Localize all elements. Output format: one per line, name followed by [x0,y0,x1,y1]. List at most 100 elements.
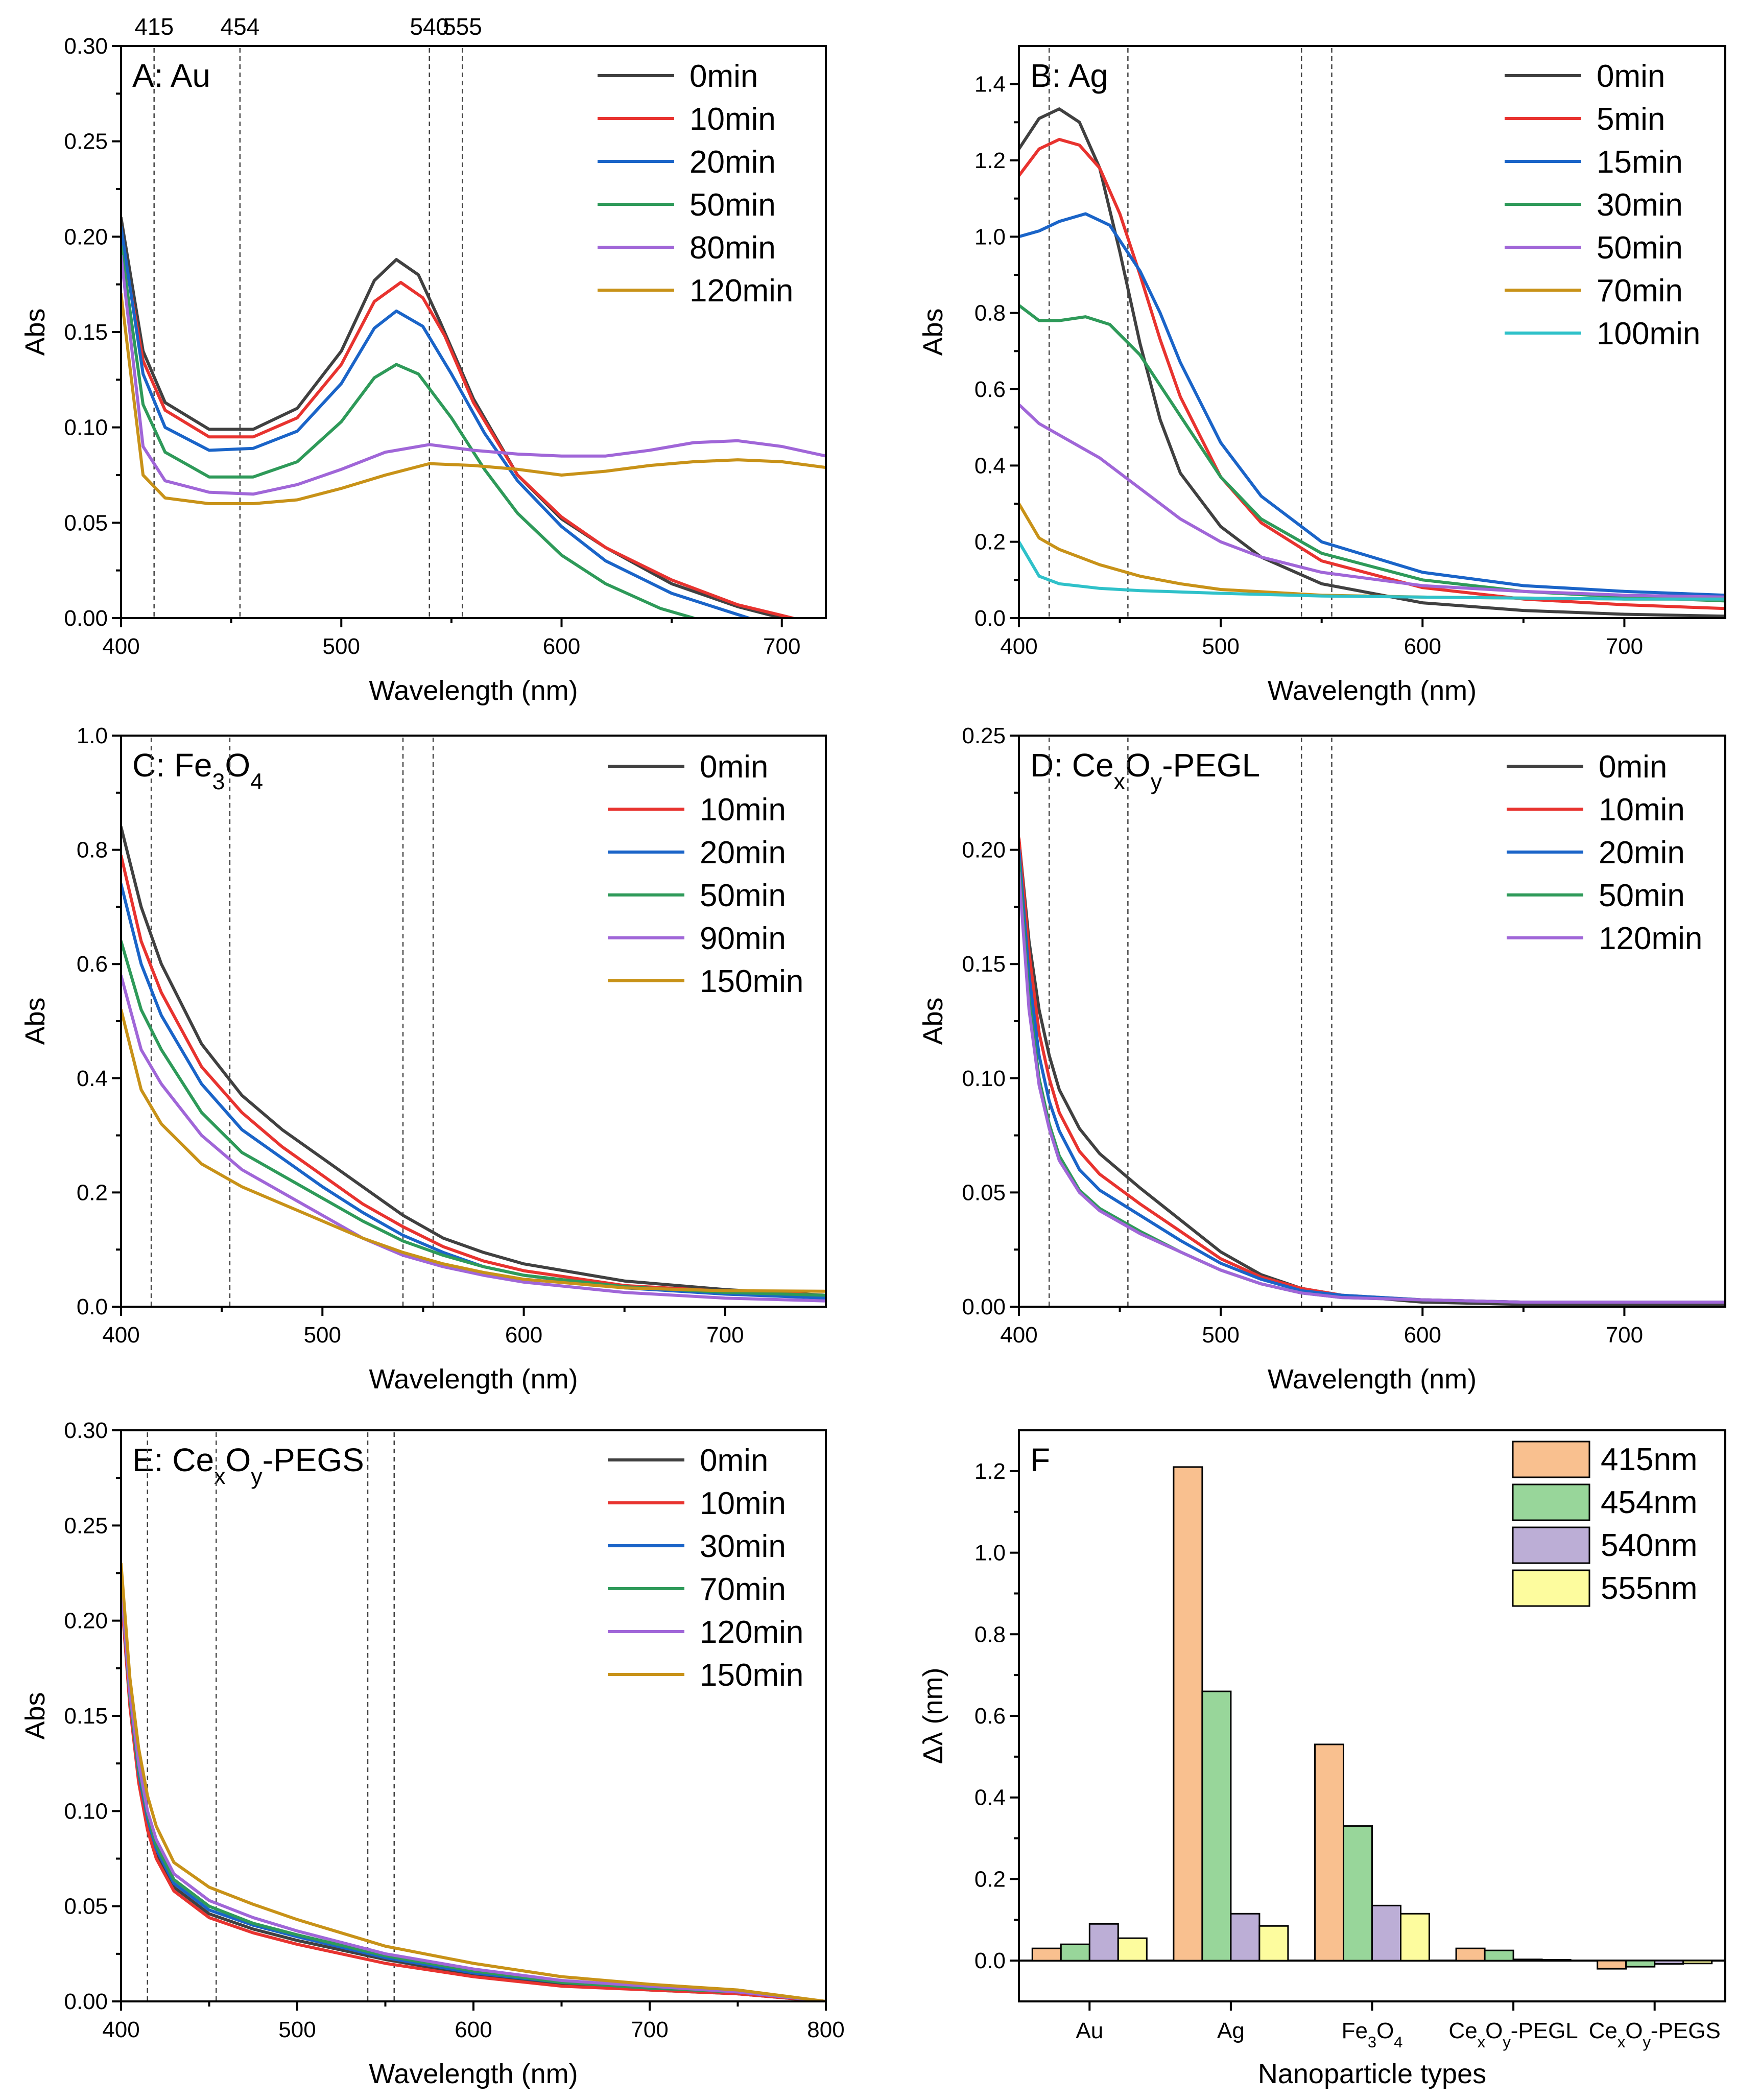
y-tick-label: 0.2 [974,530,1006,555]
y-tick-label: 0.05 [962,1180,1006,1205]
bar-454nm [1484,1949,1514,1962]
bar-540nm [1230,1913,1260,1962]
panel-A: 0.00 0.05 0.10 0.15 0.20 0.25 0.30 Abs Wavelengt… [20,13,827,706]
x-tick-label: 400 [102,1323,139,1348]
y-tick-label: 0.4 [974,1785,1006,1810]
category-label: Au [1076,2018,1103,2043]
x-tick-label: 600 [543,634,580,659]
series-line-150min [121,1008,826,1293]
y-tick-label: 0.0 [974,606,1006,631]
x-tick-label: 700 [631,2017,668,2042]
x-axis-label: Wavelength (nm) [369,1364,578,1395]
reference-line-label: 415 [134,13,174,40]
series-line-50min [121,245,696,618]
legend-label: 70min [700,1572,786,1607]
series-line-120min [1019,871,1725,1304]
legend-label: 70min [1597,273,1683,309]
legend-label: 5min [1597,102,1665,137]
legend-label: 540nm [1601,1528,1698,1563]
x-axis-label: Wavelength (nm) [1268,675,1477,706]
x-tick-label: 600 [455,2017,492,2042]
y-tick-label: 0.2 [77,1180,108,1205]
y-tick-label: 0.30 [64,1418,108,1443]
y-tick-label: 0.8 [77,838,108,863]
x-tick-label: 600 [1404,1323,1441,1348]
bar-540nm [1654,1960,1684,1965]
legend-label: 50min [1597,230,1683,266]
category-label: CexOy-PEGS [1589,2018,1721,2051]
bar-540nm [1371,1904,1401,1962]
y-tick-label: 1.0 [77,723,108,748]
y-tick-label: 0.8 [974,301,1006,326]
y-tick-label: 0.05 [64,1894,108,1919]
reference-line-label: 540 [410,13,449,40]
legend-label: 120min [1599,921,1702,956]
y-tick-label: 1.0 [974,1541,1006,1566]
legend-label: 10min [700,1486,786,1521]
y-tick-label: 0.30 [64,34,108,59]
legend-label: 20min [1599,835,1685,870]
x-tick-label: 500 [323,634,360,659]
y-axis-label: Δλ (nm) [918,1667,948,1764]
bar-555nm [1541,1959,1572,1962]
x-tick-label: 700 [763,634,800,659]
panel-label: F [1030,1442,1050,1478]
legend-label: 0min [700,749,768,785]
legend-label: 415nm [1601,1442,1698,1477]
y-tick-label: 1.4 [974,72,1006,97]
legend-label: 90min [700,921,786,956]
panel-label: B: Ag [1030,57,1108,94]
legend-label: 20min [689,145,776,180]
y-tick-label: 1.2 [974,1459,1006,1484]
bar-555nm [1400,1913,1430,1962]
bar-454nm [1060,1943,1090,1962]
series-line-100min [1019,540,1725,601]
legend-label: 30min [700,1529,786,1564]
category-label: Fe3O4 [1342,2018,1403,2051]
bar-555nm [1117,1937,1148,1962]
y-tick-label: 0.25 [64,1513,108,1538]
series-line-0min [121,825,826,1297]
x-tick-label: 400 [1000,634,1037,659]
panel-label: E: CexOy-PEGS [132,1442,364,1489]
legend-label: 30min [1597,187,1683,223]
y-tick-label: 0.00 [64,1989,108,2014]
legend-swatch [1512,1483,1590,1521]
series-line-120min [121,1581,826,2001]
x-tick-label: 500 [1202,1323,1239,1348]
panel-label: C: Fe3O4 [132,747,263,794]
y-tick-label: 0.0 [77,1294,108,1319]
x-tick-label: 600 [1404,634,1441,659]
x-tick-label: 400 [1000,1323,1037,1348]
panel-label: A: Au [132,57,210,94]
y-tick-label: 0.10 [64,415,108,440]
bar-454nm [1201,1690,1232,1962]
legend-swatch [1512,1569,1590,1607]
series-line-120min [121,292,826,505]
x-tick-label: 500 [278,2017,316,2042]
y-tick-label: 1.2 [974,148,1006,173]
bar-555nm [1682,1960,1713,1965]
legend-label: 15min [1597,145,1683,180]
legend-label: 0min [700,1443,768,1478]
series-line-50min [1019,403,1725,599]
reference-line-label: 555 [443,13,482,40]
y-tick-label: 0.4 [974,453,1006,478]
series-line-50min [121,939,826,1297]
legend-label: 120min [689,273,793,309]
series-line-20min [121,225,751,618]
panel-D: 0.00 0.05 0.10 0.15 0.20 0.25 Abs Wavelength (n… [918,723,1726,1395]
legend-label: 80min [689,230,776,266]
series-line-15min [1019,212,1725,597]
panel-label: D: CexOy-PEGL [1030,747,1260,794]
bar-415nm [1597,1960,1627,1970]
x-tick-label: 400 [102,634,139,659]
y-tick-label: 0.20 [64,224,108,249]
bar-540nm [1512,1959,1543,1962]
plot-frame [120,45,827,619]
bar-415nm [1455,1947,1486,1962]
bar-415nm [1173,1466,1203,1962]
panel-E: 0.00 0.05 0.10 0.15 0.20 0.25 0.30 Abs Wavelengt… [20,1418,845,2089]
x-tick-label: 500 [304,1323,341,1348]
legend-label: 0min [1599,749,1667,785]
